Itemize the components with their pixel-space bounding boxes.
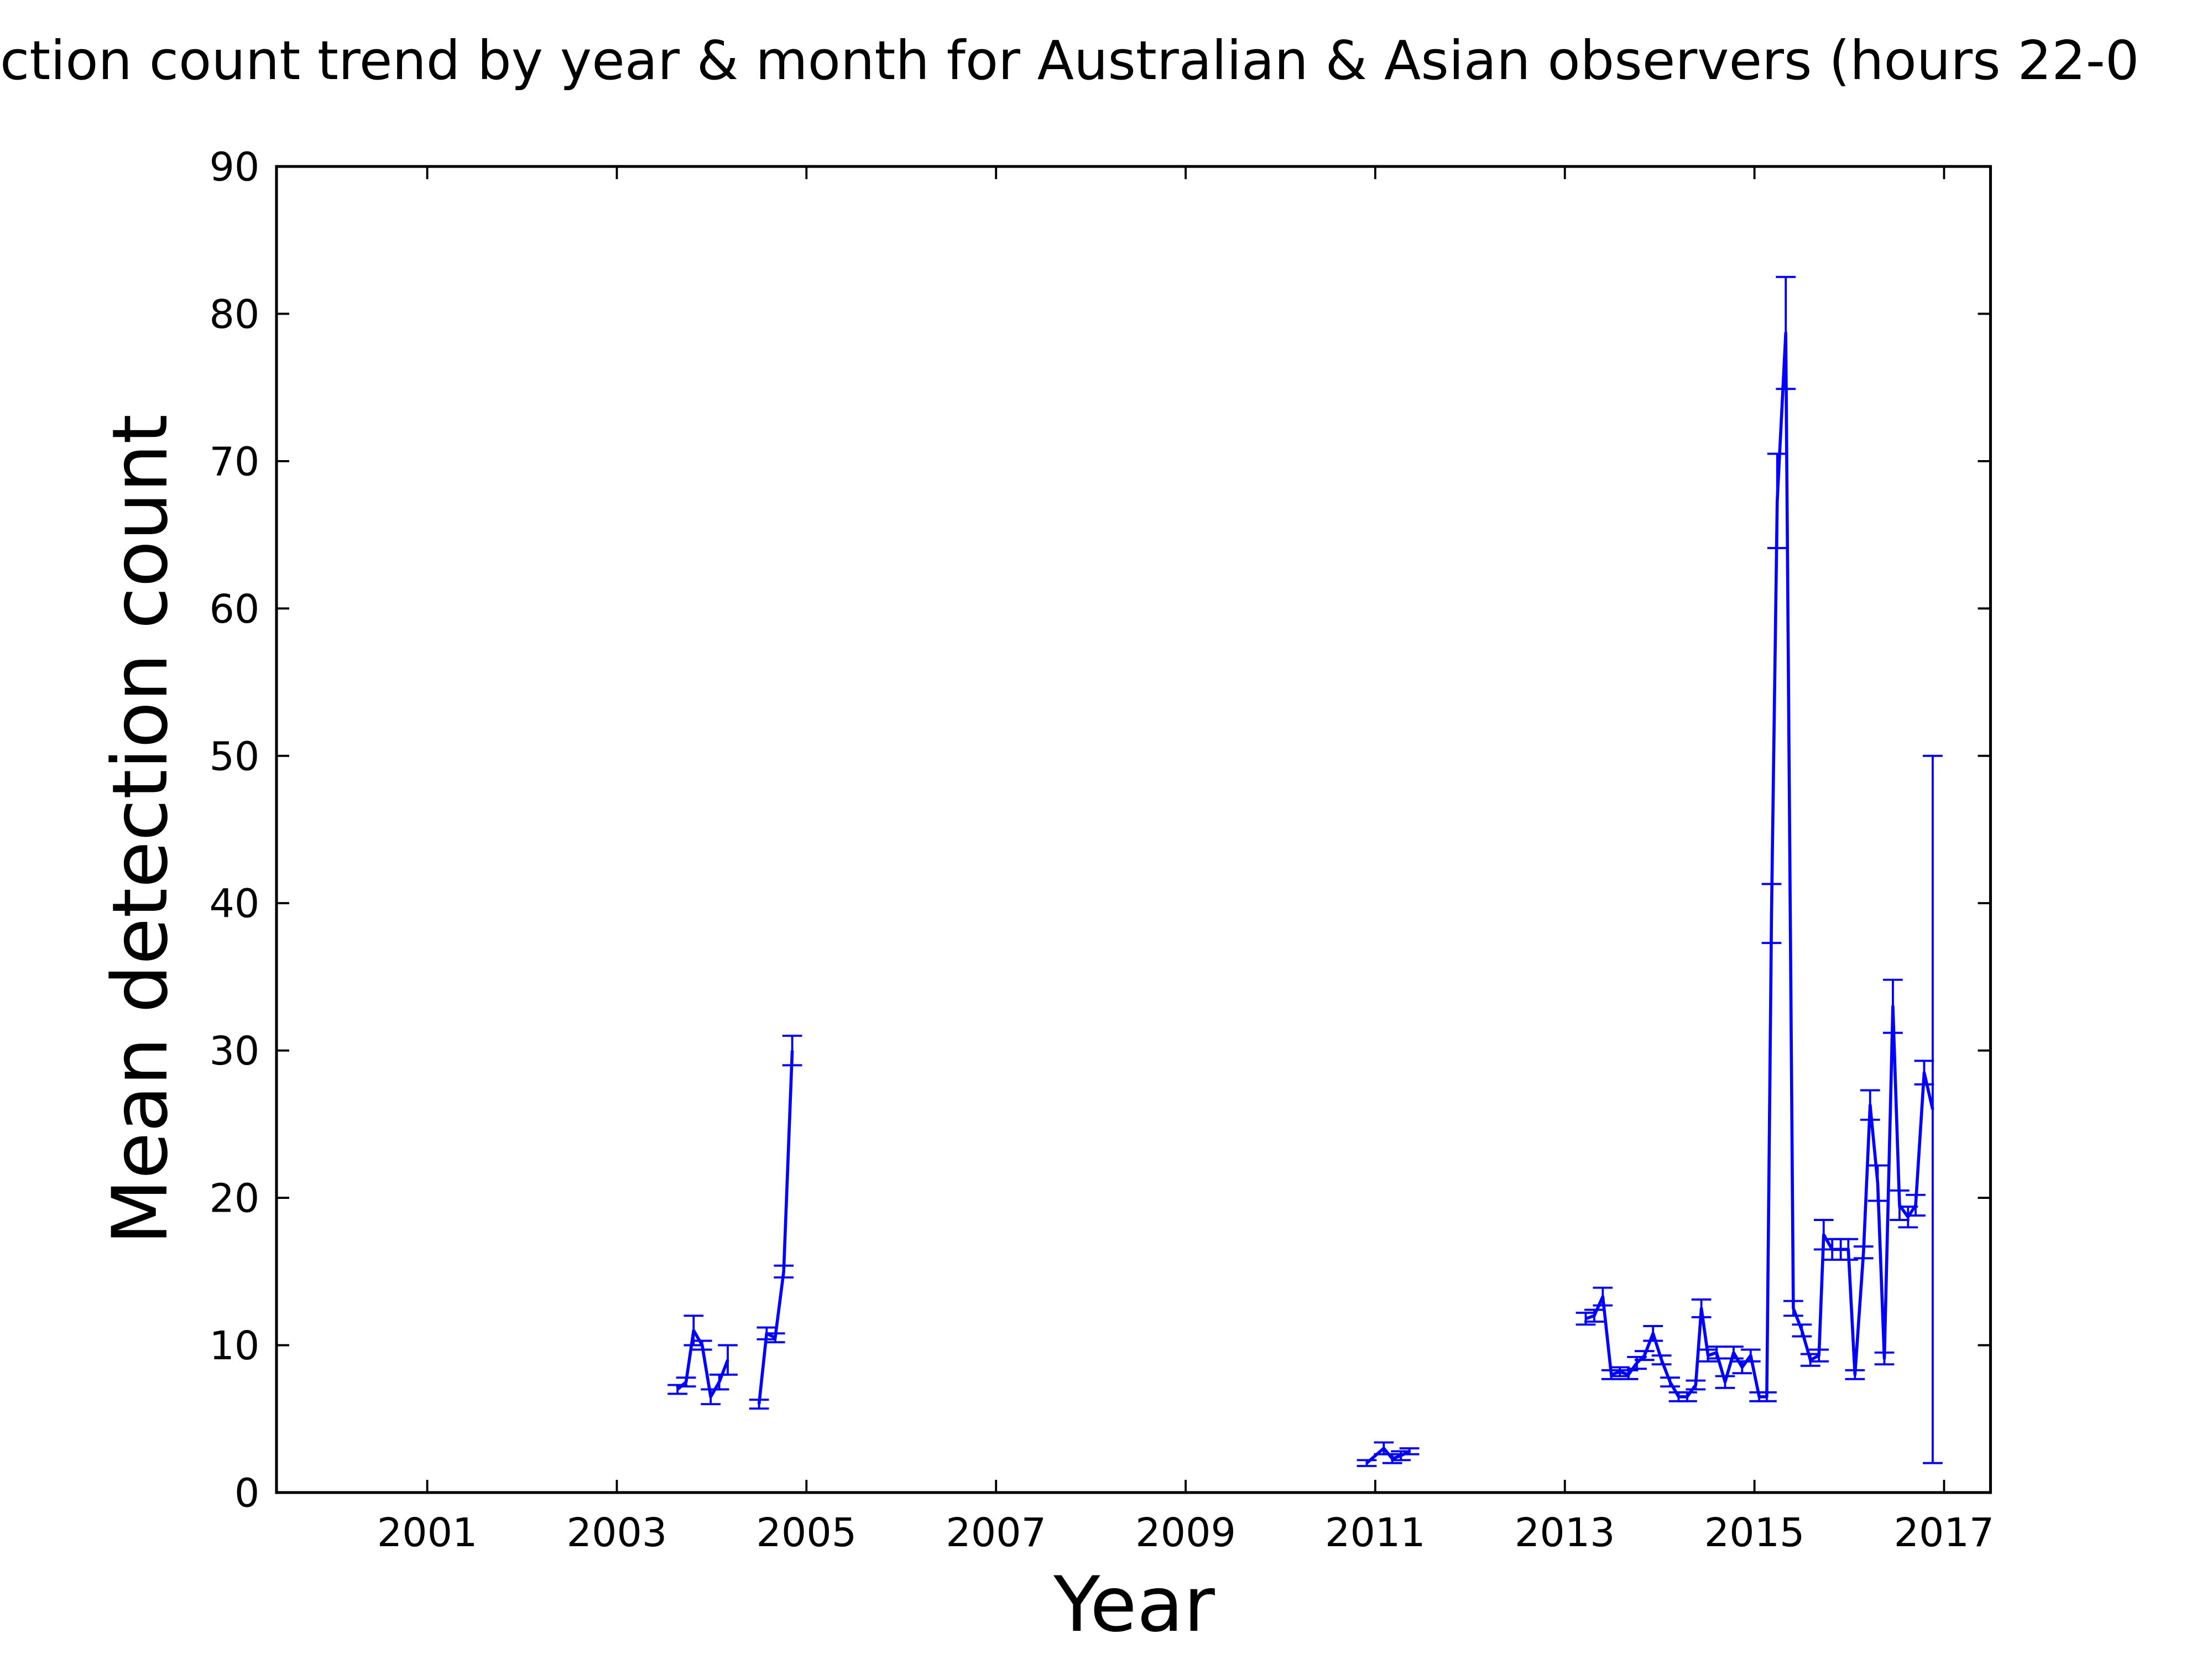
x-tick-label: 2003 bbox=[567, 1510, 667, 1556]
x-tick-label: 2001 bbox=[377, 1510, 478, 1556]
error-bar bbox=[1740, 1348, 1761, 1363]
error-bar bbox=[1601, 1369, 1621, 1380]
x-tick-label: 2015 bbox=[1704, 1510, 1805, 1556]
error-bar bbox=[1643, 1324, 1663, 1342]
error-bar bbox=[1691, 1298, 1712, 1318]
error-bar bbox=[1677, 1391, 1697, 1402]
error-bar bbox=[1809, 1348, 1829, 1363]
error-bar bbox=[1698, 1348, 1718, 1363]
error-bar bbox=[1715, 1375, 1735, 1389]
error-bar bbox=[1800, 1353, 1820, 1367]
y-tick-label: 50 bbox=[210, 733, 260, 779]
error-bar bbox=[1838, 1238, 1859, 1261]
y-tick-label: 80 bbox=[210, 291, 260, 337]
x-tick-label: 2005 bbox=[756, 1510, 857, 1556]
error-bar bbox=[1391, 1450, 1411, 1462]
x-tick-label: 2009 bbox=[1135, 1510, 1236, 1556]
error-bar bbox=[1584, 1308, 1604, 1323]
error-bar bbox=[1853, 1245, 1874, 1260]
error-bar bbox=[765, 1332, 785, 1344]
y-tick-label: 60 bbox=[210, 586, 260, 632]
error-bar bbox=[1776, 275, 1796, 390]
error-bar bbox=[1906, 1193, 1926, 1217]
error-bar bbox=[1757, 1391, 1777, 1402]
error-bar bbox=[1883, 978, 1903, 1034]
error-bar bbox=[1923, 754, 1943, 1464]
error-bar bbox=[1914, 1060, 1934, 1086]
error-bar bbox=[1575, 1312, 1596, 1326]
x-tick-label: 2013 bbox=[1515, 1510, 1615, 1556]
error-bar bbox=[701, 1388, 721, 1406]
x-tick-label: 2011 bbox=[1325, 1510, 1426, 1556]
y-tick-label: 40 bbox=[210, 881, 260, 927]
y-tick-label: 20 bbox=[210, 1176, 260, 1222]
error-bar bbox=[1707, 1345, 1726, 1360]
error-bar bbox=[774, 1264, 794, 1279]
plot-frame bbox=[275, 165, 1992, 1494]
error-bar bbox=[1357, 1459, 1377, 1467]
error-bar bbox=[1860, 1089, 1880, 1121]
chart-title: ction count trend by year & month for Au… bbox=[0, 29, 2139, 92]
y-tick-label: 10 bbox=[210, 1323, 260, 1369]
error-bar bbox=[718, 1344, 738, 1376]
error-bar bbox=[1792, 1323, 1812, 1338]
error-bar bbox=[709, 1373, 729, 1391]
y-tick-label: 30 bbox=[210, 1028, 260, 1074]
error-bar bbox=[1634, 1350, 1655, 1361]
error-bar bbox=[1618, 1369, 1639, 1380]
error-bar bbox=[1783, 1300, 1803, 1317]
error-bar bbox=[1761, 883, 1782, 945]
error-bar bbox=[1610, 1366, 1630, 1378]
series-line bbox=[676, 331, 1934, 1464]
error-bar bbox=[1890, 1189, 1910, 1221]
error-bar bbox=[1724, 1345, 1744, 1360]
y-tick-label: 90 bbox=[210, 144, 260, 190]
error-bar bbox=[782, 1035, 802, 1067]
y-tick-label: 70 bbox=[210, 439, 260, 484]
error-bar bbox=[1686, 1379, 1706, 1391]
error-bar bbox=[1660, 1376, 1680, 1388]
x-axis-label: Year bbox=[1053, 1561, 1215, 1649]
error-bar bbox=[1874, 1351, 1895, 1366]
error-bar bbox=[1845, 1369, 1865, 1380]
error-bar bbox=[1732, 1360, 1752, 1375]
error-bar bbox=[1651, 1354, 1672, 1366]
error-bar bbox=[1382, 1453, 1402, 1464]
y-axis-label: Mean detection count bbox=[96, 414, 185, 1245]
error-bar bbox=[692, 1339, 712, 1351]
error-bar bbox=[1813, 1219, 1834, 1251]
error-bar bbox=[749, 1399, 769, 1410]
error-bar bbox=[1867, 1164, 1888, 1202]
x-tick-label: 2017 bbox=[1894, 1510, 1995, 1556]
y-tick-label: 0 bbox=[234, 1470, 259, 1516]
error-bar bbox=[1767, 452, 1787, 550]
error-bar bbox=[676, 1376, 696, 1388]
error-bar bbox=[1399, 1447, 1420, 1455]
error-bar bbox=[1593, 1286, 1613, 1307]
x-tick-label: 2007 bbox=[946, 1510, 1046, 1556]
